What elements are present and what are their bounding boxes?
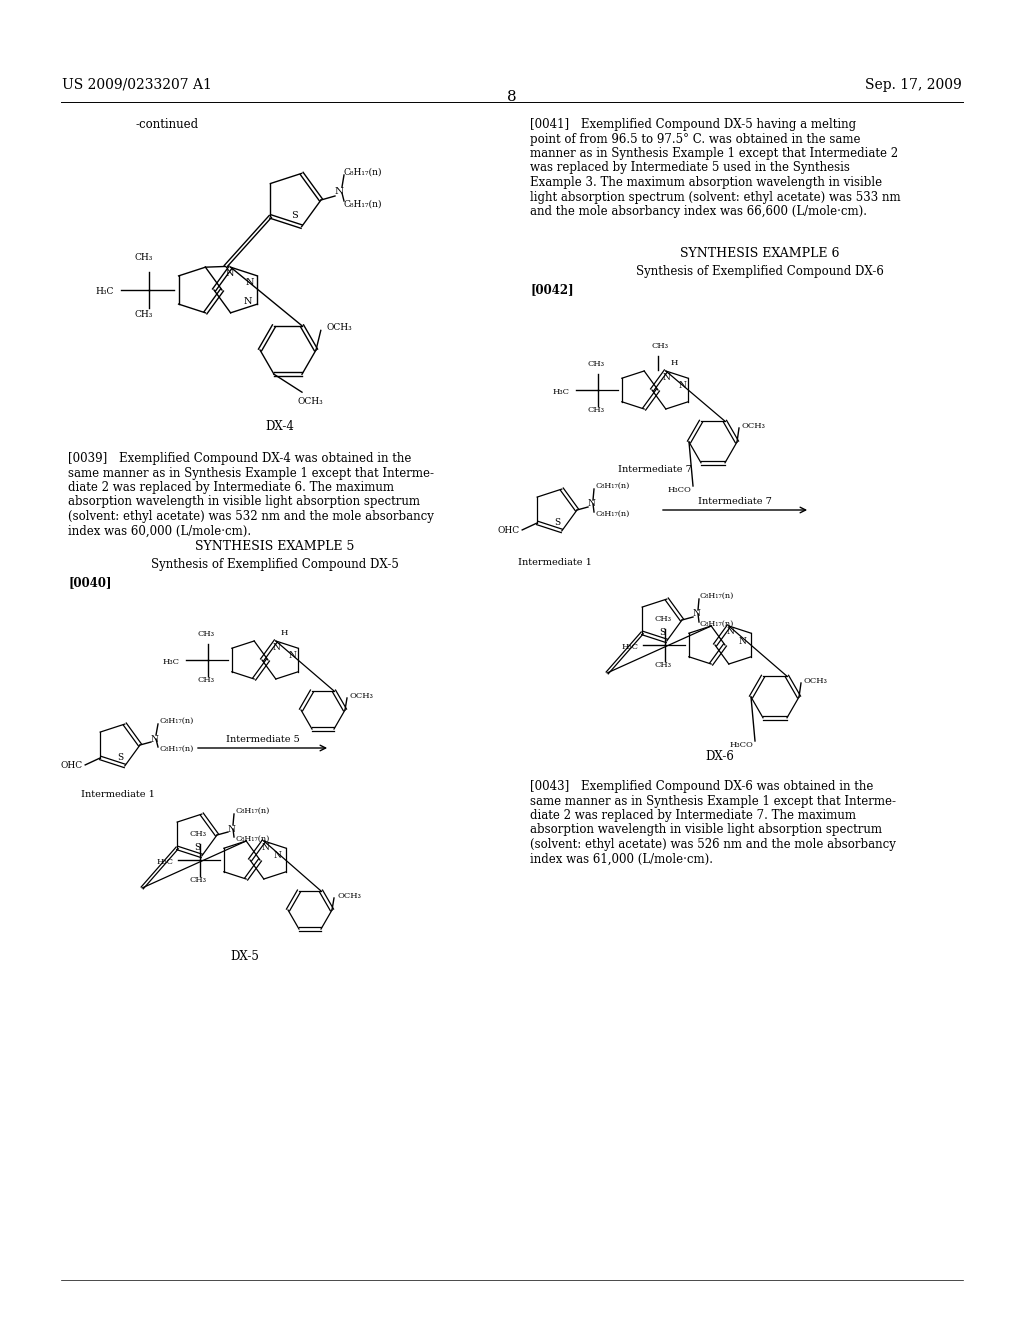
Text: OCH₃: OCH₃ bbox=[327, 323, 352, 333]
Text: and the mole absorbancy index was 66,600 (L/mole·cm).: and the mole absorbancy index was 66,600… bbox=[530, 205, 867, 218]
Text: CH₃: CH₃ bbox=[651, 342, 669, 350]
Text: OCH₃: OCH₃ bbox=[298, 397, 324, 407]
Text: manner as in Synthesis Example 1 except that Intermediate 2: manner as in Synthesis Example 1 except … bbox=[530, 147, 898, 160]
Text: [0039] Exemplified Compound DX-4 was obtained in the: [0039] Exemplified Compound DX-4 was obt… bbox=[68, 451, 412, 465]
Text: N: N bbox=[288, 652, 296, 660]
Text: S: S bbox=[658, 627, 665, 636]
Text: H₃C: H₃C bbox=[157, 858, 174, 866]
Text: H: H bbox=[670, 359, 678, 367]
Text: C₈H₁₇(n): C₈H₁₇(n) bbox=[234, 836, 269, 843]
Text: point of from 96.5 to 97.5° C. was obtained in the same: point of from 96.5 to 97.5° C. was obtai… bbox=[530, 132, 860, 145]
Text: N: N bbox=[335, 187, 344, 197]
Text: DX-6: DX-6 bbox=[706, 750, 734, 763]
Text: OHC: OHC bbox=[497, 527, 519, 536]
Text: CH₃: CH₃ bbox=[654, 661, 672, 669]
Text: index was 61,000 (L/mole·cm).: index was 61,000 (L/mole·cm). bbox=[530, 853, 713, 866]
Text: H₃C: H₃C bbox=[622, 643, 639, 651]
Text: light absorption spectrum (solvent: ethyl acetate) was 533 nm: light absorption spectrum (solvent: ethy… bbox=[530, 190, 901, 203]
Text: H₃CO: H₃CO bbox=[667, 486, 691, 494]
Text: H₃C: H₃C bbox=[95, 288, 114, 297]
Text: S: S bbox=[117, 752, 123, 762]
Text: DX-4: DX-4 bbox=[265, 420, 295, 433]
Text: OCH₃: OCH₃ bbox=[337, 892, 360, 900]
Text: N: N bbox=[227, 825, 234, 833]
Text: CH₃: CH₃ bbox=[135, 253, 154, 261]
Text: US 2009/0233207 A1: US 2009/0233207 A1 bbox=[62, 78, 212, 92]
Text: N: N bbox=[151, 734, 158, 743]
Text: absorption wavelength in visible light absorption spectrum: absorption wavelength in visible light a… bbox=[68, 495, 420, 508]
Text: was replaced by Intermediate 5 used in the Synthesis: was replaced by Intermediate 5 used in t… bbox=[530, 161, 850, 174]
Text: H₃C: H₃C bbox=[163, 657, 180, 667]
Text: [0043] Exemplified Compound DX-6 was obtained in the: [0043] Exemplified Compound DX-6 was obt… bbox=[530, 780, 873, 793]
Text: C₈H₁₇(n): C₈H₁₇(n) bbox=[595, 482, 630, 490]
Text: N: N bbox=[246, 279, 254, 288]
Text: N: N bbox=[692, 610, 700, 619]
Text: C₈H₁₇(n): C₈H₁₇(n) bbox=[700, 620, 734, 628]
Text: Example 3. The maximum absorption wavelength in visible: Example 3. The maximum absorption wavele… bbox=[530, 176, 882, 189]
Text: S: S bbox=[554, 517, 560, 527]
Text: H₃CO: H₃CO bbox=[729, 741, 753, 748]
Text: OHC: OHC bbox=[60, 762, 82, 771]
Text: CH₃: CH₃ bbox=[189, 830, 207, 838]
Text: Synthesis of Exemplified Compound DX-6: Synthesis of Exemplified Compound DX-6 bbox=[636, 265, 884, 279]
Text: (solvent: ethyl acetate) was 532 nm and the mole absorbancy: (solvent: ethyl acetate) was 532 nm and … bbox=[68, 510, 434, 523]
Text: C₈H₁₇(n): C₈H₁₇(n) bbox=[595, 510, 630, 517]
Text: C₈H₁₇(n): C₈H₁₇(n) bbox=[159, 717, 194, 725]
Text: OCH₃: OCH₃ bbox=[741, 422, 765, 430]
Text: -continued: -continued bbox=[135, 117, 198, 131]
Text: C₈H₁₇(n): C₈H₁₇(n) bbox=[159, 744, 194, 752]
Text: [0041] Exemplified Compound DX-5 having a melting: [0041] Exemplified Compound DX-5 having … bbox=[530, 117, 856, 131]
Text: N: N bbox=[225, 269, 234, 277]
Text: same manner as in Synthesis Example 1 except that Interme-: same manner as in Synthesis Example 1 ex… bbox=[530, 795, 896, 808]
Text: CH₃: CH₃ bbox=[198, 630, 214, 638]
Text: N: N bbox=[273, 851, 281, 861]
Text: CH₃: CH₃ bbox=[135, 310, 154, 319]
Text: N: N bbox=[587, 499, 595, 508]
Text: H₃C: H₃C bbox=[553, 388, 570, 396]
Text: SYNTHESIS EXAMPLE 5: SYNTHESIS EXAMPLE 5 bbox=[196, 540, 354, 553]
Text: OCH₃: OCH₃ bbox=[803, 677, 826, 685]
Text: N: N bbox=[726, 627, 734, 636]
Text: CH₃: CH₃ bbox=[189, 876, 207, 884]
Text: diate 2 was replaced by Intermediate 6. The maximum: diate 2 was replaced by Intermediate 6. … bbox=[68, 480, 394, 494]
Text: CH₃: CH₃ bbox=[588, 360, 604, 368]
Text: C₈H₁₇(n): C₈H₁₇(n) bbox=[344, 168, 383, 177]
Text: CH₃: CH₃ bbox=[198, 676, 214, 684]
Text: H: H bbox=[281, 628, 288, 638]
Text: N: N bbox=[261, 842, 269, 851]
Text: N: N bbox=[678, 381, 686, 391]
Text: Sep. 17, 2009: Sep. 17, 2009 bbox=[865, 78, 962, 92]
Text: diate 2 was replaced by Intermediate 7. The maximum: diate 2 was replaced by Intermediate 7. … bbox=[530, 809, 856, 822]
Text: Intermediate 1: Intermediate 1 bbox=[81, 789, 155, 799]
Text: SYNTHESIS EXAMPLE 6: SYNTHESIS EXAMPLE 6 bbox=[680, 247, 840, 260]
Text: Intermediate 5: Intermediate 5 bbox=[225, 735, 299, 744]
Text: C₈H₁₇(n): C₈H₁₇(n) bbox=[700, 591, 734, 601]
Text: S: S bbox=[194, 842, 200, 851]
Text: N: N bbox=[663, 372, 670, 381]
Text: 8: 8 bbox=[507, 90, 517, 104]
Text: S: S bbox=[292, 211, 298, 220]
Text: [0040]: [0040] bbox=[68, 576, 112, 589]
Text: Synthesis of Exemplified Compound DX-5: Synthesis of Exemplified Compound DX-5 bbox=[152, 558, 399, 572]
Text: Intermediate 7: Intermediate 7 bbox=[698, 498, 772, 506]
Text: Intermediate 7: Intermediate 7 bbox=[618, 465, 692, 474]
Text: C₈H₁₇(n): C₈H₁₇(n) bbox=[344, 199, 383, 209]
Text: absorption wavelength in visible light absorption spectrum: absorption wavelength in visible light a… bbox=[530, 824, 882, 837]
Text: (solvent: ethyl acetate) was 526 nm and the mole absorbancy: (solvent: ethyl acetate) was 526 nm and … bbox=[530, 838, 896, 851]
Text: C₈H₁₇(n): C₈H₁₇(n) bbox=[234, 807, 269, 814]
Text: DX-5: DX-5 bbox=[230, 950, 259, 964]
Text: Intermediate 1: Intermediate 1 bbox=[518, 558, 592, 568]
Text: N: N bbox=[244, 297, 252, 306]
Text: N: N bbox=[738, 636, 745, 645]
Text: index was 60,000 (L/mole·cm).: index was 60,000 (L/mole·cm). bbox=[68, 524, 251, 537]
Text: OCH₃: OCH₃ bbox=[350, 692, 374, 700]
Text: [0042]: [0042] bbox=[530, 282, 573, 296]
Text: CH₃: CH₃ bbox=[588, 407, 604, 414]
Text: same manner as in Synthesis Example 1 except that Interme-: same manner as in Synthesis Example 1 ex… bbox=[68, 466, 434, 479]
Text: CH₃: CH₃ bbox=[654, 615, 672, 623]
Text: N: N bbox=[272, 643, 280, 652]
